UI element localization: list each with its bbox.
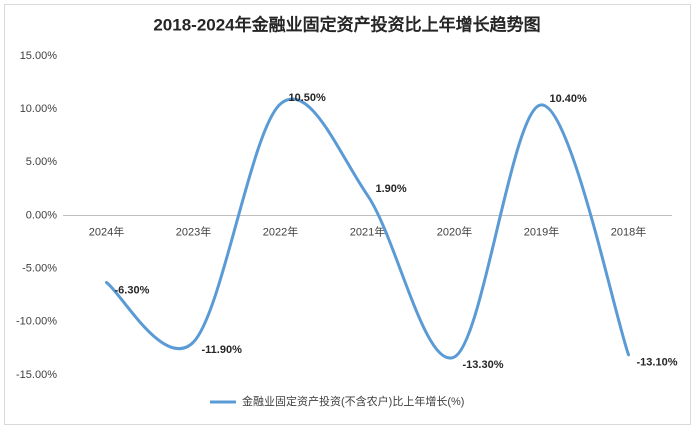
data-label: -6.30% bbox=[115, 284, 150, 296]
y-tick-label: 10.00% bbox=[20, 103, 58, 115]
chart-border bbox=[4, 4, 691, 425]
y-tick-label: 5.00% bbox=[26, 156, 57, 168]
data-label: 10.40% bbox=[550, 93, 588, 105]
x-tick-label: 2024年 bbox=[89, 224, 124, 238]
data-label: -11.90% bbox=[202, 344, 243, 356]
x-tick-label: 2019年 bbox=[524, 224, 559, 238]
chart-title: 2018-2024年金融业固定资产投资比上年增长趋势图 bbox=[153, 14, 540, 34]
data-label: 1.90% bbox=[376, 183, 407, 195]
data-label: -13.30% bbox=[463, 359, 504, 371]
legend-label: 金融业固定资产投资(不含农户)比上年增长(%) bbox=[242, 394, 464, 408]
x-tick-label: 2020年 bbox=[437, 224, 472, 238]
x-tick-label: 2022年 bbox=[263, 224, 298, 238]
data-label: -13.10% bbox=[637, 357, 678, 369]
x-tick-label: 2021年 bbox=[350, 224, 385, 238]
y-tick-label: -5.00% bbox=[22, 263, 57, 275]
data-line bbox=[105, 97, 630, 360]
x-tick-label: 2018年 bbox=[611, 224, 646, 238]
x-tick-label: 2023年 bbox=[176, 224, 211, 238]
y-tick-label: 0.00% bbox=[26, 209, 57, 221]
y-tick-label: -10.00% bbox=[16, 316, 57, 328]
y-tick-label: 15.00% bbox=[20, 50, 58, 62]
y-tick-label: -15.00% bbox=[16, 369, 57, 381]
data-label: 10.50% bbox=[289, 92, 327, 104]
